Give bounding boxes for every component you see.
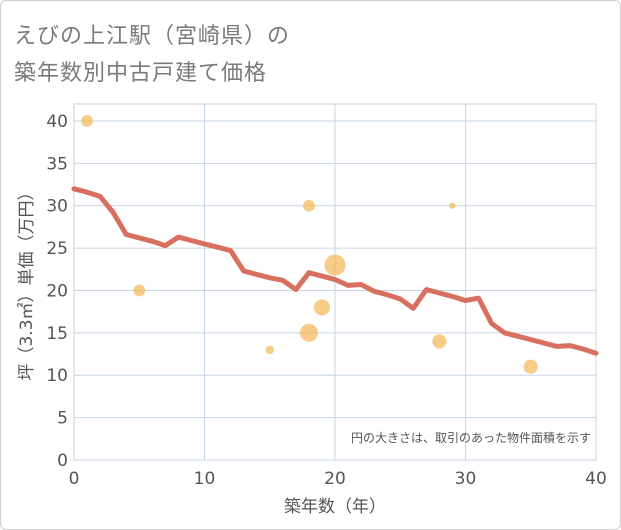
grid-lines [73,104,597,461]
bubble-point [81,115,93,127]
x-tick-label: 40 [585,469,607,489]
x-tick-label: 30 [455,469,477,489]
bubble-point [313,299,331,316]
trend-line [71,186,599,356]
bubble-size-note: 円の大きさは、取引のあった物件面積を示す [351,430,591,445]
y-tick-label: 20 [46,281,68,301]
y-tick-label: 0 [57,451,68,471]
bubble-point [303,199,315,212]
tick-labels: 0 10 20 30 40 0 5 10 15 20 25 30 35 40 [46,112,606,489]
bubble-point [265,345,275,355]
bubble-point [523,359,538,374]
y-tick-label: 25 [46,239,68,259]
trend-line-series [71,186,599,356]
x-tick-label: 20 [324,469,346,489]
y-tick-label: 10 [46,366,68,386]
bubble-point [432,334,447,349]
bubble-point [299,323,318,342]
y-axis-label: 坪（3.3㎡）単価（万円） [17,183,37,380]
y-tick-label: 15 [46,324,68,344]
bubble-point [324,254,346,276]
y-tick-label: 30 [46,197,68,217]
bubble-series [81,115,538,374]
y-tick-label: 40 [46,112,68,132]
x-axis-label: 築年数（年） [284,497,386,517]
bubble-point [133,284,146,297]
chart-title-line1: えびの上江駅（宮崎県）の [14,24,291,49]
x-tick-label: 0 [69,469,80,489]
y-tick-label: 5 [57,409,68,429]
bubble-point [449,202,456,209]
y-tick-label: 35 [46,154,68,174]
x-tick-label: 10 [194,469,216,489]
chart-title-line2: 築年数別中古戸建て価格 [14,61,268,86]
